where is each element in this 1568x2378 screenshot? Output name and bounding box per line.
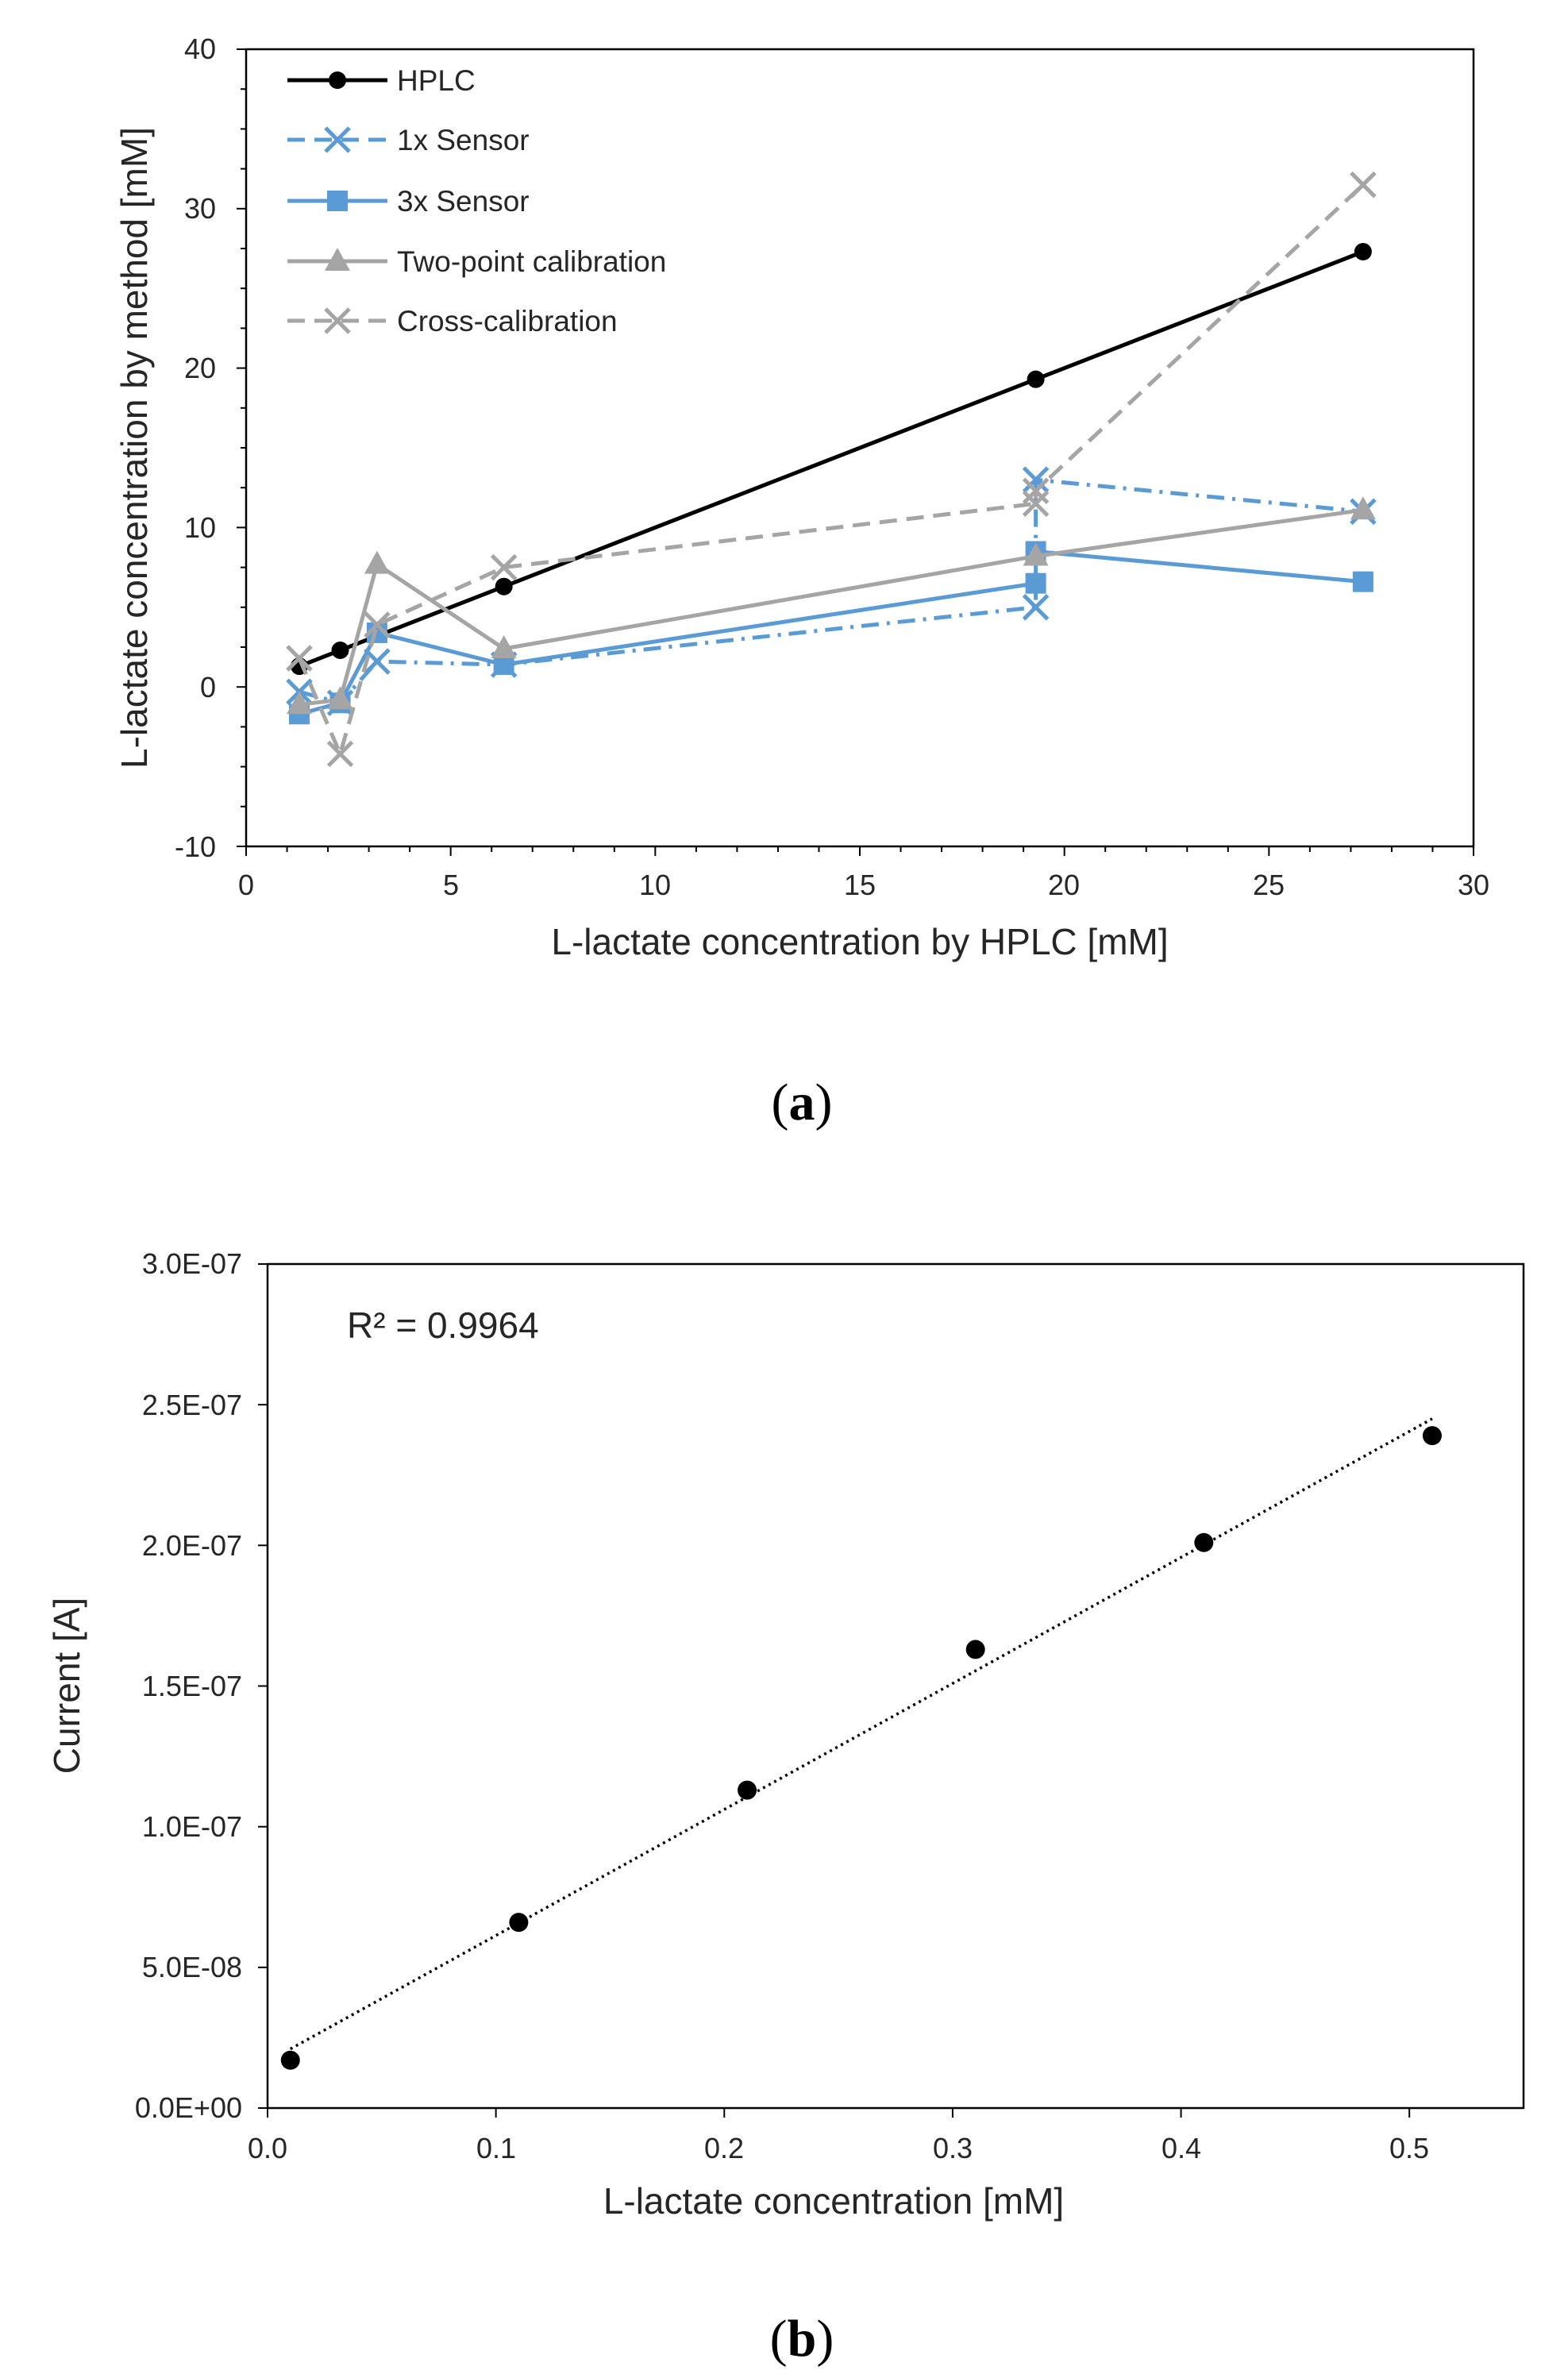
legend-label: 1x Sensor — [397, 124, 530, 156]
x-tick-label: 20 — [1048, 869, 1080, 901]
data-point-circle — [738, 1780, 757, 1800]
data-point-circle — [1422, 1426, 1442, 1446]
data-point-circle — [965, 1640, 985, 1659]
data-point-square — [1352, 571, 1373, 592]
y-tick-label: 20 — [184, 352, 216, 384]
data-point-triangle — [1023, 542, 1049, 566]
legend-a: HPLC 1x Sensor 3x Sensor Two-point calib… — [287, 64, 666, 337]
data-point-square — [1025, 572, 1046, 594]
axis-ticks-b — [258, 1263, 1411, 2118]
x-axis-title-b: L-lactate concentration [mM] — [603, 2180, 1064, 2222]
axis-ticks-a — [237, 48, 1474, 856]
x-tick-label: 0.1 — [476, 2132, 516, 2164]
data-point-circle — [495, 577, 513, 595]
y-axis-title-a: L-lactate concentration by method [mM] — [114, 127, 155, 769]
x-tick-label: 0.2 — [704, 2132, 744, 2164]
legend-label: HPLC — [397, 64, 476, 97]
data-point-x — [1350, 171, 1377, 198]
r-squared-annotation: R² = 0.9964 — [347, 1305, 539, 1346]
data-point-circle — [280, 2050, 300, 2070]
y-axis-title-b: Current [A] — [46, 1598, 87, 1774]
trendline — [289, 1417, 1433, 2051]
data-point-x — [364, 648, 391, 675]
data-point-circle — [1354, 243, 1372, 261]
y-tick-label: 0 — [200, 671, 216, 703]
legend-label: Two-point calibration — [397, 245, 666, 278]
y-tick-label: 30 — [184, 192, 216, 225]
data-point-triangle — [286, 691, 312, 715]
data-point-circle — [331, 642, 349, 660]
y-tick-label: 0.0E+00 — [135, 2091, 242, 2124]
y-tick-label: 1.5E-07 — [142, 1670, 242, 1702]
x-tick-label: 0.5 — [1389, 2132, 1429, 2164]
panel-label-a: (a) — [772, 1073, 833, 1131]
data-point-triangle — [364, 550, 390, 574]
data-point-x — [286, 645, 313, 672]
y-tick-label: 10 — [184, 511, 216, 544]
x-tick-label: 10 — [639, 869, 671, 901]
data-point-triangle — [1350, 496, 1376, 520]
data-point-circle — [1194, 1532, 1214, 1552]
x-tick-labels-b: 0.0 0.1 0.2 0.3 0.4 0.5 — [248, 2132, 1429, 2164]
chart-a: -10 0 10 20 30 40 0 5 10 15 20 25 30 L-l… — [114, 33, 1489, 1131]
y-tick-label: 2.5E-07 — [142, 1389, 242, 1421]
x-tick-label: 25 — [1253, 869, 1285, 901]
x-tick-labels-a: 0 5 10 15 20 25 30 — [238, 869, 1489, 901]
y-tick-labels-a: -10 0 10 20 30 40 — [175, 33, 216, 863]
data-point-x — [1022, 466, 1050, 493]
y-tick-label: 3.0E-07 — [142, 1247, 242, 1280]
legend-label: Cross-calibration — [397, 305, 618, 337]
data-point-x — [324, 126, 351, 153]
data-point-x — [490, 553, 518, 581]
data-point-circle — [509, 1913, 529, 1933]
legend-swatches — [287, 71, 387, 334]
data-point-triangle — [491, 635, 517, 659]
x-tick-label: 0.0 — [248, 2132, 287, 2164]
y-tick-label: 2.0E-07 — [142, 1529, 242, 1562]
y-tick-label: 5.0E-08 — [142, 1951, 242, 1983]
data-point-x — [1022, 594, 1050, 621]
x-tick-label: 30 — [1458, 869, 1489, 901]
data-point-x — [1022, 490, 1050, 518]
data-point-circle — [1027, 370, 1045, 388]
y-tick-labels-b: 0.0E+00 5.0E-08 1.0E-07 1.5E-07 2.0E-07 … — [135, 1247, 242, 2124]
panel-label-a-letter: a — [789, 1073, 815, 1131]
x-tick-label: 15 — [844, 869, 876, 901]
data-point-square — [327, 191, 348, 211]
series-group-a — [286, 171, 1377, 768]
y-tick-label: -10 — [175, 831, 216, 863]
panel-label-b-letter: b — [788, 2310, 817, 2368]
x-tick-label: 0 — [238, 869, 254, 901]
data-point-x — [324, 307, 351, 334]
x-tick-label: 0.4 — [1162, 2132, 1201, 2164]
data-point-circle — [329, 71, 346, 89]
chart-b: 0.0E+00 5.0E-08 1.0E-07 1.5E-07 2.0E-07 … — [46, 1247, 1525, 2368]
data-point-x — [326, 740, 354, 768]
x-axis-title-a: L-lactate concentration by HPLC [mM] — [551, 921, 1168, 962]
data-point-triangle — [327, 686, 353, 710]
x-tick-label: 0.3 — [933, 2132, 973, 2164]
plot-area-b — [266, 1262, 1525, 2110]
panel-label-b: (b) — [770, 2310, 834, 2368]
scatter-points — [280, 1426, 1442, 2070]
data-point-x — [364, 611, 391, 638]
y-tick-label: 1.0E-07 — [142, 1810, 242, 1843]
data-point-x — [1022, 477, 1050, 504]
data-point-triangle — [325, 248, 350, 271]
x-tick-label: 5 — [443, 869, 459, 901]
legend-label: 3x Sensor — [397, 185, 530, 218]
trendline-group — [289, 1417, 1433, 2051]
y-tick-label: 40 — [184, 33, 216, 65]
